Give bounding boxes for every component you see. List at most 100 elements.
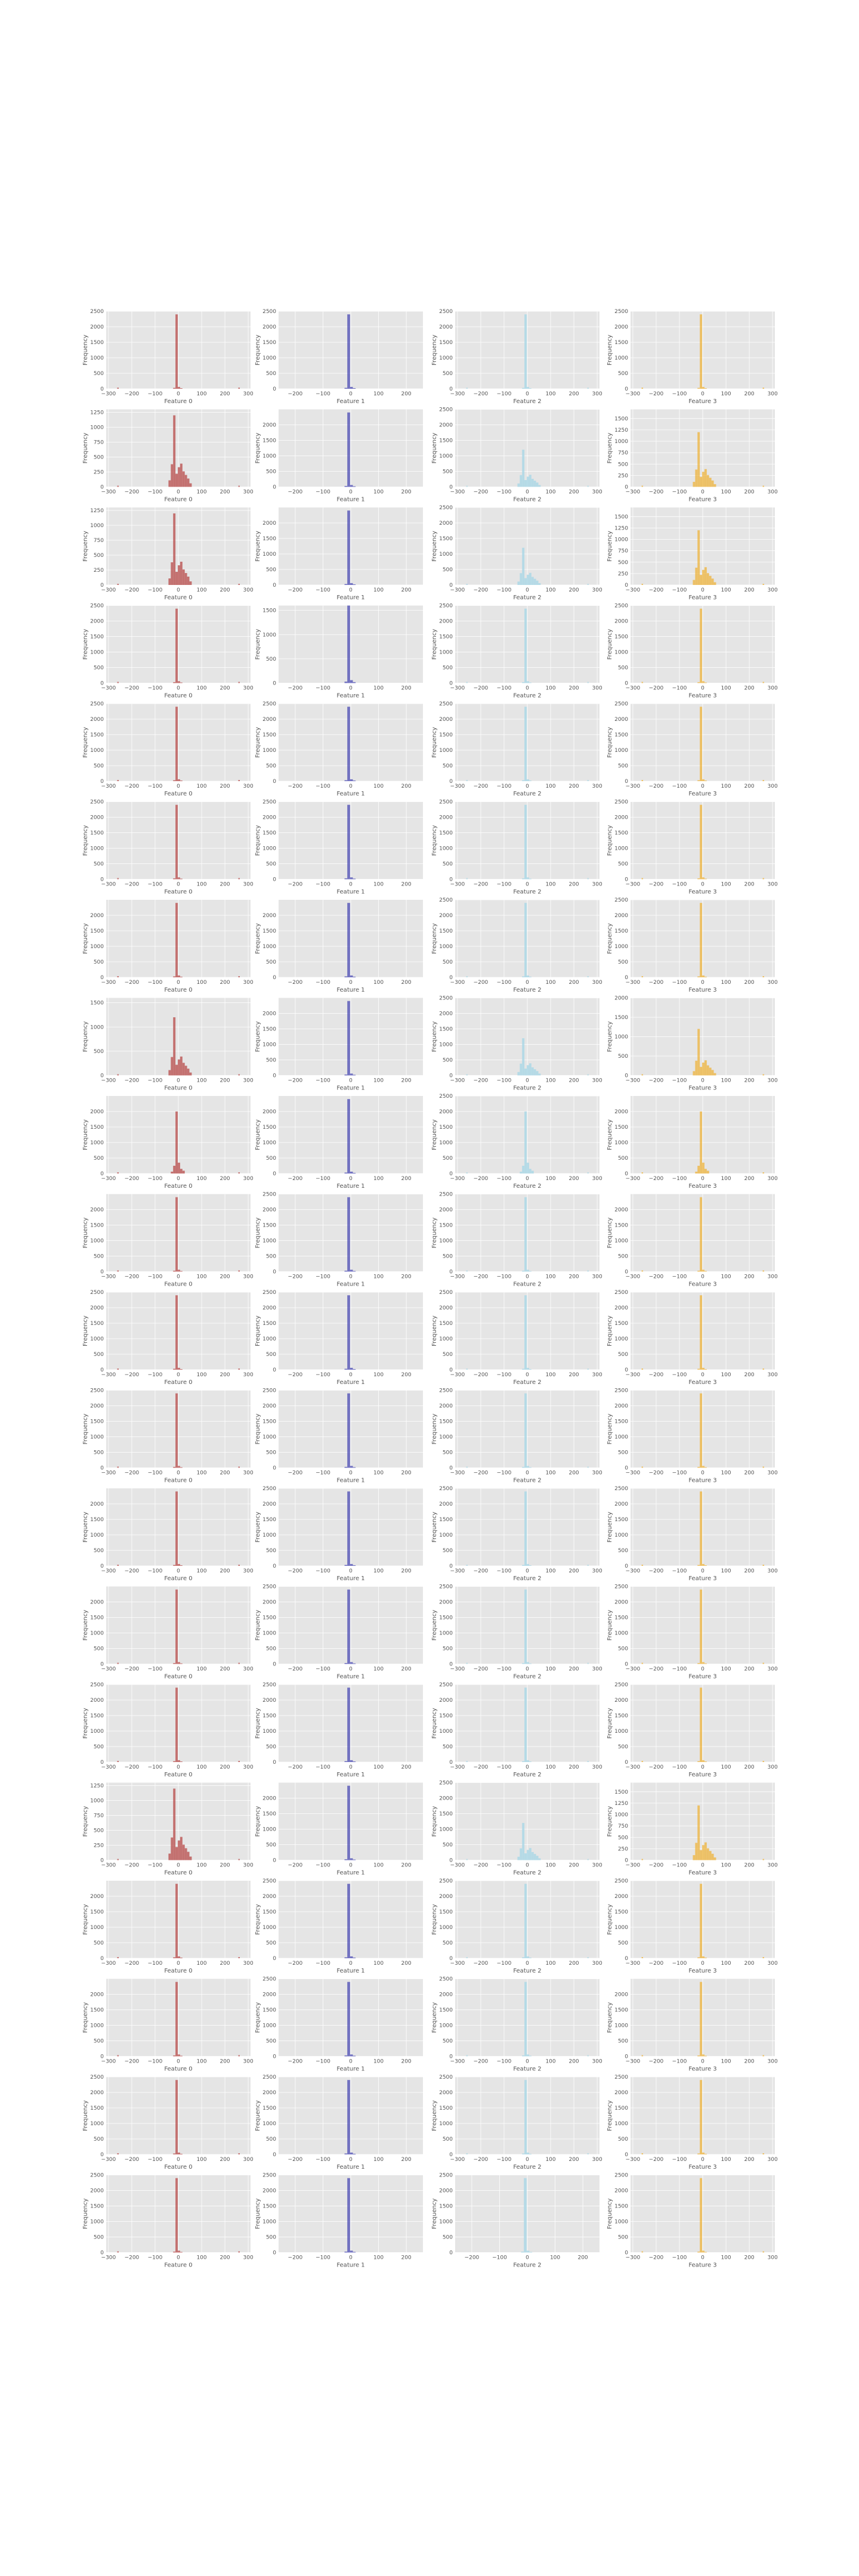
x-tick-label: −200 <box>288 1078 303 1084</box>
x-tick-label: −200 <box>125 1372 140 1378</box>
x-tick-label: −200 <box>474 882 489 888</box>
x-tick-label: 100 <box>550 2255 560 2261</box>
histogram-bar <box>350 485 353 487</box>
x-axis-label: Feature 3 <box>688 1085 716 1092</box>
panel-r10-c0: −300 −200 −100 0 100 200 300050010001500200025… <box>82 1290 254 1386</box>
x-tick-label: −200 <box>125 784 140 789</box>
histogram-bar <box>353 486 356 487</box>
x-tick-label: −200 <box>288 1176 303 1182</box>
y-tick-label: 1000 <box>90 650 104 656</box>
histogram-bar <box>353 1663 356 1664</box>
panel-r7-c0: −300 −200 −100 0 100 200 300050010001500Freque… <box>82 998 254 1092</box>
x-tick-label: 100 <box>196 1764 206 1770</box>
histogram-bar <box>117 878 119 880</box>
x-axis-label: Feature 1 <box>336 497 364 503</box>
x-tick-label: −100 <box>316 1470 330 1476</box>
histogram-bar <box>344 1466 348 1468</box>
x-tick-label: 300 <box>592 490 602 496</box>
y-tick-label: 0 <box>625 1367 628 1373</box>
y-tick-label: 1000 <box>439 748 453 754</box>
y-tick-label: 2000 <box>90 1109 104 1115</box>
y-tick-label: 500 <box>443 1352 453 1358</box>
x-tick-label: 100 <box>196 1863 206 1869</box>
x-axis-label: Feature 1 <box>336 1968 364 1974</box>
panel-r15-c2: −300 −200 −100 0 100 200 300050010001500200025… <box>431 1781 602 1877</box>
x-tick-label: −300 <box>450 1961 465 1967</box>
x-axis-label: Feature 1 <box>336 791 364 797</box>
x-axis-label: Feature 2 <box>513 987 541 993</box>
panel-r9-c2: −300 −200 −100 0 100 200 300050010001500200025… <box>431 1192 602 1288</box>
x-axis-label: Feature 3 <box>688 2066 716 2073</box>
x-tick-label: −300 <box>101 2059 116 2065</box>
histogram-bar <box>704 1368 707 1370</box>
y-tick-label: 2500 <box>614 1878 628 1884</box>
histogram-bar <box>524 1393 527 1468</box>
x-tick-label: 200 <box>744 1568 754 1574</box>
x-tick-label: 0 <box>701 882 704 888</box>
x-tick-label: 0 <box>526 1764 529 1770</box>
y-axis-label: Frequency <box>255 1904 261 1935</box>
x-tick-label: 200 <box>568 490 579 496</box>
x-axis-label: Feature 3 <box>688 1674 716 1680</box>
histogram-bar <box>531 1067 534 1076</box>
histogram-bar <box>344 780 348 781</box>
histogram-bar <box>587 1172 589 1174</box>
panel-r18-c1: −200 −100 0 100 20005001000150020002500Frequ… <box>255 2075 423 2171</box>
panel-r17-c0: −300 −200 −100 0 100 200 3000500100015002000Fr… <box>82 1979 254 2073</box>
y-tick-label: 2000 <box>90 1992 104 1998</box>
x-tick-label: −100 <box>497 1568 512 1574</box>
x-tick-label: −300 <box>450 980 465 986</box>
histogram-bar <box>700 1981 703 2057</box>
y-axis-label: Frequency <box>82 727 89 758</box>
y-tick-label: 1000 <box>614 1925 628 1931</box>
x-tick-label: 100 <box>721 1764 731 1770</box>
y-tick-label: 1000 <box>439 355 453 361</box>
histogram-bar <box>587 878 589 880</box>
x-tick-label: 300 <box>243 784 254 789</box>
histogram-bar <box>175 314 178 389</box>
x-tick-label: −100 <box>497 882 512 888</box>
y-tick-label: 2500 <box>439 996 453 1002</box>
panel-r16-c0: −300 −200 −100 0 100 200 3000500100015002000Fr… <box>82 1881 254 1974</box>
histogram-bar <box>347 1981 350 2057</box>
y-tick-label: 2000 <box>614 1600 628 1606</box>
y-tick-label: 1500 <box>90 928 104 934</box>
x-tick-label: −100 <box>672 882 687 888</box>
histogram-bar <box>238 2251 240 2253</box>
x-tick-label: 300 <box>768 587 778 593</box>
x-tick-label: 100 <box>373 784 384 789</box>
x-tick-label: −100 <box>316 391 330 397</box>
x-tick-label: 0 <box>177 980 180 986</box>
x-tick-label: 0 <box>177 1961 180 1967</box>
x-tick-label: −200 <box>474 1961 489 1967</box>
y-tick-label: 2500 <box>439 2075 453 2080</box>
x-tick-label: −100 <box>497 1372 512 1378</box>
x-tick-label: 200 <box>401 490 411 496</box>
x-tick-label: −300 <box>450 1176 465 1182</box>
histogram-bar <box>522 1368 525 1370</box>
y-axis-label: Frequency <box>255 433 261 464</box>
x-tick-label: −300 <box>450 784 465 789</box>
panel-r5-c3: −300 −200 −100 0 100 200 300050010001500200025… <box>607 800 778 896</box>
x-tick-label: −300 <box>101 1470 116 1476</box>
x-tick-label: −100 <box>672 1764 687 1770</box>
x-tick-label: −100 <box>672 1176 687 1182</box>
histogram-bar <box>347 1589 350 1664</box>
y-axis-label: Frequency <box>431 335 438 366</box>
panel-r1-c0: −300 −200 −100 0 100 200 300025050075010001250… <box>82 409 254 503</box>
y-tick-label: 1250 <box>614 428 628 434</box>
y-axis-label: Frequency <box>255 1315 261 1346</box>
y-axis-label: Frequency <box>82 2199 89 2230</box>
histogram-bar <box>524 2080 527 2154</box>
panel-r4-c0: −300 −200 −100 0 100 200 300050010001500200025… <box>82 701 254 797</box>
y-tick-label: 500 <box>618 1548 628 1554</box>
y-tick-label: 1000 <box>439 2219 453 2225</box>
y-axis-label: Frequency <box>431 2002 438 2033</box>
histogram-bar <box>168 578 171 585</box>
histogram-bar <box>178 1466 180 1468</box>
y-tick-label: 0 <box>625 1171 628 1177</box>
histogram-bar <box>529 1565 532 1566</box>
y-tick-label: 1000 <box>90 1631 104 1637</box>
x-tick-label: −100 <box>148 1764 163 1770</box>
histogram-bar <box>180 2055 183 2057</box>
